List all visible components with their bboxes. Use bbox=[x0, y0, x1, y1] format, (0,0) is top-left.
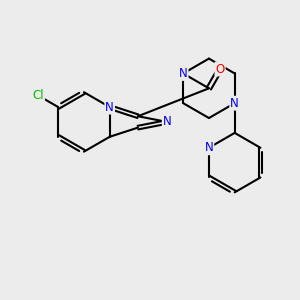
Text: Cl: Cl bbox=[32, 89, 44, 102]
Text: N: N bbox=[105, 100, 114, 114]
Text: O: O bbox=[215, 62, 225, 76]
Text: N: N bbox=[205, 141, 213, 154]
Text: N: N bbox=[230, 97, 239, 110]
Text: N: N bbox=[179, 67, 188, 80]
Text: N: N bbox=[163, 116, 172, 128]
